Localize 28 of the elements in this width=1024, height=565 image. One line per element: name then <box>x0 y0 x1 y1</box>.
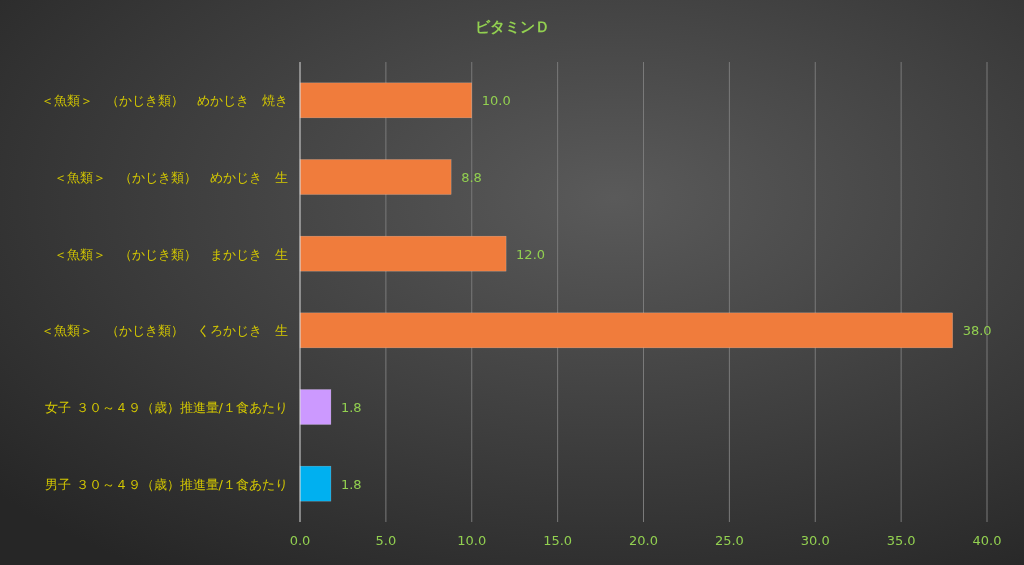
bar <box>299 312 953 349</box>
data-label: 12.0 <box>516 246 546 262</box>
bar <box>299 465 332 502</box>
x-tick-label: 15.0 <box>543 533 573 548</box>
y-tick-label: 女子 ３０～４９（歳）推進量/１食あたり <box>45 400 288 415</box>
x-tick-label: 35.0 <box>886 533 916 548</box>
bar <box>299 389 332 425</box>
x-tick-label: 10.0 <box>457 533 487 548</box>
y-tick-label: 男子 ３０～４９（歳）推進量/１食あたり <box>45 476 288 492</box>
x-tick-label: 25.0 <box>714 533 744 548</box>
x-tick-label: 5.0 <box>375 533 397 548</box>
x-tick-label: 20.0 <box>629 533 658 548</box>
y-tick-label: ＜魚類＞ （かじき類） くろかじき 生 <box>41 323 288 339</box>
data-label: 8.8 <box>461 170 482 185</box>
x-tick-label: 40.0 <box>972 533 1002 548</box>
y-tick-label: ＜魚類＞ （かじき類） まかじき 生 <box>54 246 288 262</box>
y-tick-label: ＜魚類＞ （かじき類） めかじき 生 <box>54 170 288 185</box>
x-tick-label: 30.0 <box>800 533 830 548</box>
chart-title: ビタミンＤ <box>474 18 550 36</box>
x-tick-label: 0.0 <box>289 533 311 548</box>
data-label: 1.8 <box>340 400 362 415</box>
bar <box>299 235 507 272</box>
bar <box>299 159 452 195</box>
data-label: 1.8 <box>340 476 362 492</box>
y-tick-label: ＜魚類＞ （かじき類） めかじき 焼き <box>41 93 288 109</box>
bar <box>299 82 472 119</box>
data-label: 38.0 <box>962 323 992 339</box>
data-label: 10.0 <box>481 93 511 109</box>
